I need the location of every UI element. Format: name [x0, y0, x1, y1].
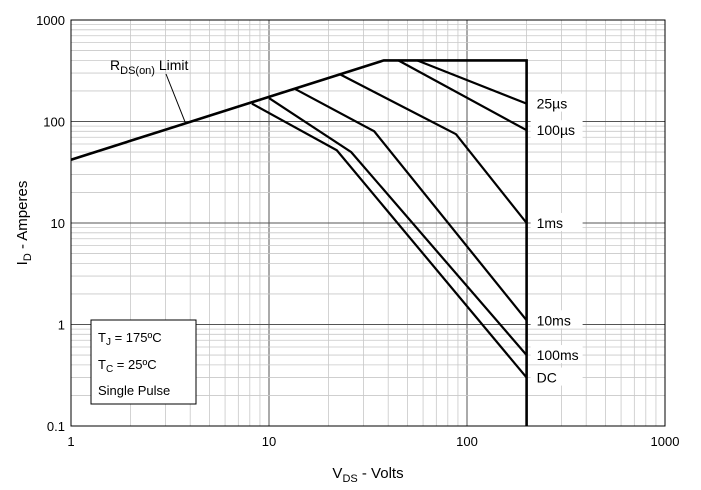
y-tick-label: 10	[51, 216, 65, 231]
tj-note: TJ = 175ºC	[98, 330, 162, 348]
tc-note: TC = 25ºC	[98, 357, 157, 375]
plot-frame	[70, 19, 666, 427]
y-tick-label: 1000	[36, 13, 65, 28]
boundary-line	[70, 59, 528, 426]
x-tick-label: 10	[262, 434, 276, 449]
x-tick-label: 1	[67, 434, 74, 449]
series-label: 25µs	[537, 96, 568, 112]
x-axis-title: VDS - Volts	[332, 465, 403, 485]
series-line	[340, 73, 528, 224]
y-tick-label: 100	[43, 115, 65, 130]
y-axis-title: ID - Amperes	[14, 181, 34, 266]
y-tick-label: 0.1	[47, 419, 65, 434]
series-label-bg	[530, 367, 583, 386]
series-label-bg	[530, 93, 583, 112]
rds-on-limit-pointer	[165, 73, 187, 124]
x-tick-label: 1000	[651, 434, 680, 449]
series-label: 100ms	[537, 347, 579, 363]
series-label-bg	[530, 310, 583, 329]
curve-labels: 25µs 100µs 1ms 10ms 100ms DC	[530, 93, 583, 386]
conditions-box-frame	[90, 319, 197, 405]
series-line	[397, 59, 528, 132]
series-label-bg	[530, 213, 583, 231]
conditions-box: TJ = 175ºC TC = 25ºC Single Pulse	[90, 319, 197, 405]
series-label: DC	[537, 370, 557, 386]
series-label: 10ms	[537, 312, 571, 328]
pulse-note: Single Pulse	[98, 383, 170, 398]
y-tick-label: 1	[58, 318, 65, 333]
series-line	[251, 102, 528, 379]
series-line	[416, 59, 528, 105]
series-label: 1ms	[537, 215, 563, 231]
x-tick-label: 100	[456, 434, 478, 449]
series-line	[294, 87, 528, 321]
rds-on-limit-label: RDS(on) Limit	[110, 57, 189, 77]
series-line	[268, 97, 528, 356]
series-label: 100µs	[537, 122, 575, 138]
series-label-bg	[530, 120, 583, 139]
grid	[71, 20, 665, 426]
curves	[70, 59, 528, 426]
series-label-bg	[530, 345, 583, 364]
